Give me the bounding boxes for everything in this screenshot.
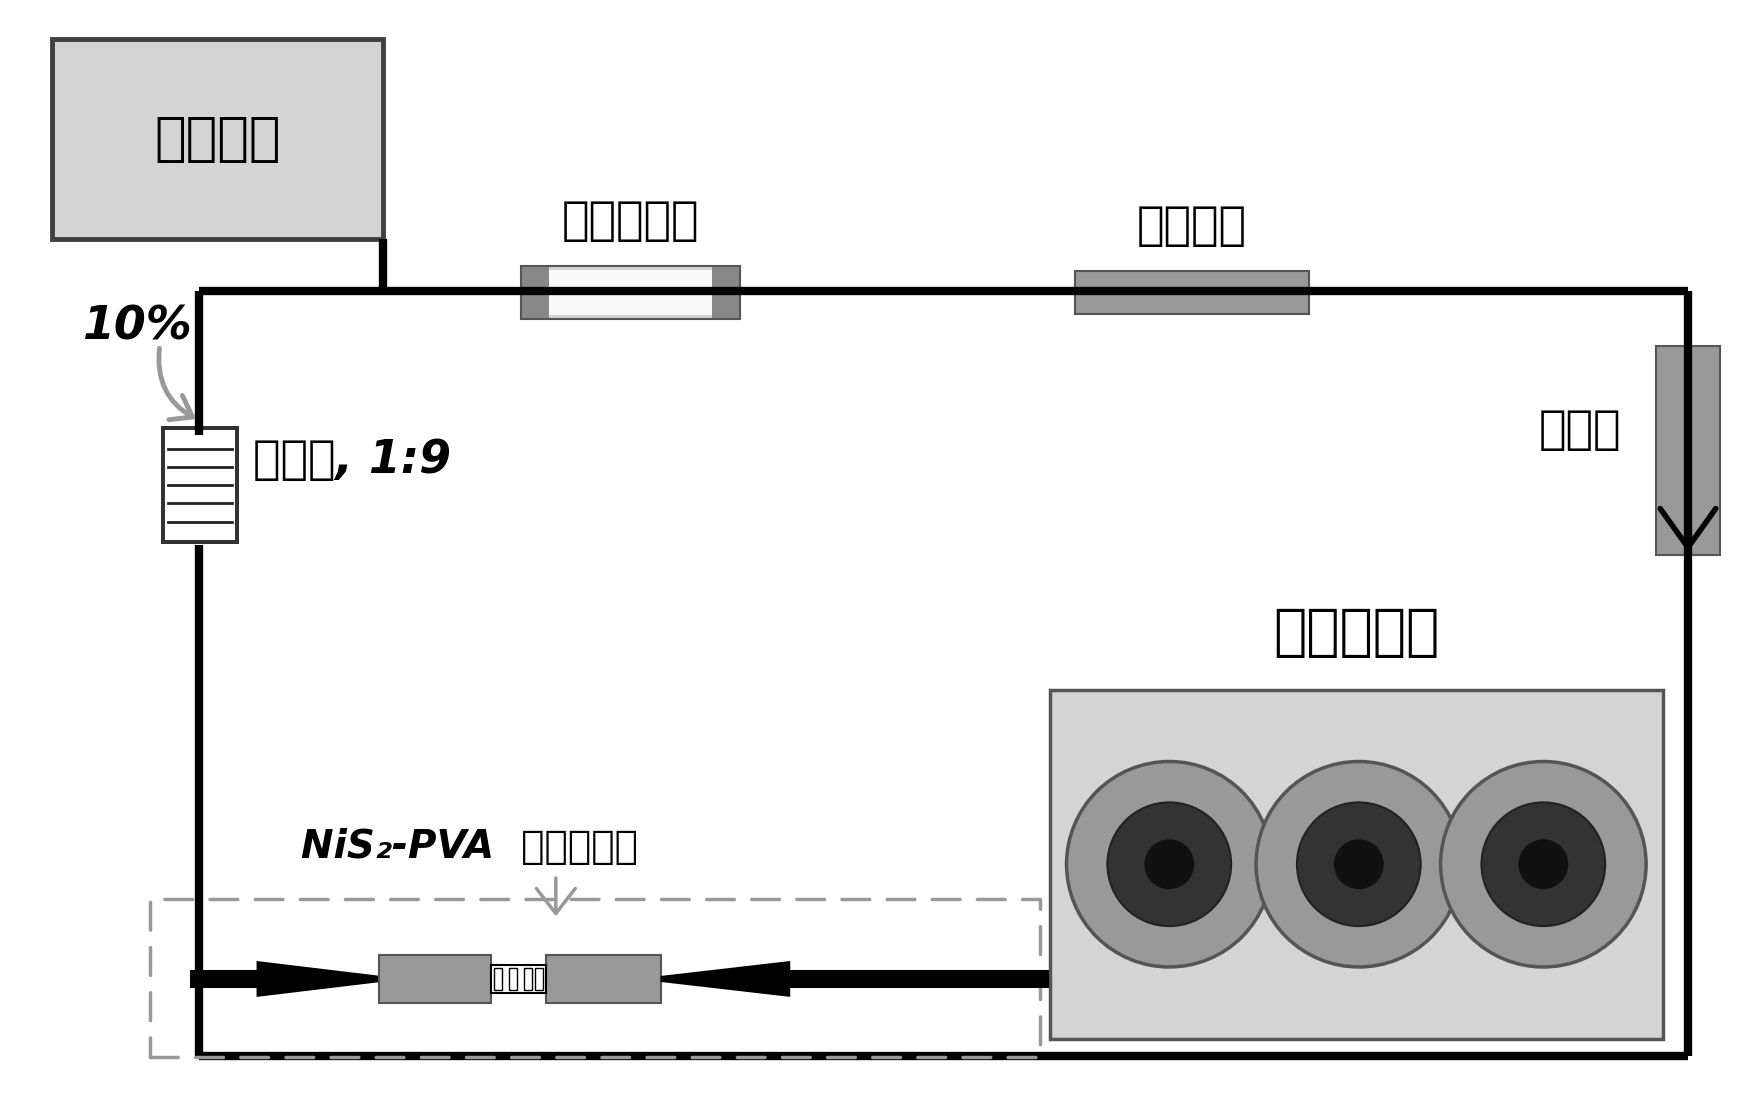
- Circle shape: [1144, 839, 1193, 889]
- Bar: [380, 955, 490, 1002]
- Bar: [490, 965, 545, 993]
- Text: 增益介质: 增益介质: [1137, 204, 1246, 249]
- Bar: [165, 430, 234, 540]
- Polygon shape: [257, 961, 381, 997]
- Bar: [545, 955, 661, 1002]
- Bar: [1655, 346, 1718, 556]
- Circle shape: [1518, 839, 1567, 889]
- Circle shape: [1297, 802, 1420, 926]
- Bar: [494, 968, 503, 990]
- FancyArrowPatch shape: [536, 878, 575, 914]
- Circle shape: [1107, 802, 1230, 926]
- Bar: [520, 265, 548, 318]
- Text: 10%: 10%: [83, 305, 192, 349]
- Bar: [548, 270, 712, 315]
- Bar: [508, 968, 517, 990]
- Bar: [53, 39, 383, 239]
- Bar: [160, 427, 239, 544]
- Bar: [520, 265, 740, 318]
- Bar: [524, 968, 532, 990]
- Bar: [520, 265, 740, 318]
- Text: 隔离器: 隔离器: [1537, 408, 1620, 452]
- FancyArrowPatch shape: [1659, 468, 1715, 548]
- Circle shape: [1334, 839, 1383, 889]
- Bar: [534, 968, 543, 990]
- Text: 耦合器, 1:9: 耦合器, 1:9: [253, 438, 450, 483]
- Circle shape: [1254, 762, 1460, 967]
- FancyArrowPatch shape: [158, 348, 193, 420]
- Text: 泵浦光源: 泵浦光源: [155, 113, 281, 165]
- Circle shape: [1439, 762, 1645, 967]
- Bar: [1074, 271, 1309, 314]
- Circle shape: [1481, 802, 1604, 926]
- Polygon shape: [661, 961, 789, 997]
- Circle shape: [1066, 762, 1272, 967]
- Bar: [1049, 690, 1662, 1039]
- Text: NiS₂-PVA  饱和吸收体: NiS₂-PVA 饱和吸收体: [300, 829, 638, 866]
- Bar: [712, 265, 740, 318]
- Text: 波分复用器: 波分复用器: [562, 198, 699, 244]
- Bar: [149, 899, 1038, 1057]
- Text: 偏振控制器: 偏振控制器: [1272, 606, 1439, 660]
